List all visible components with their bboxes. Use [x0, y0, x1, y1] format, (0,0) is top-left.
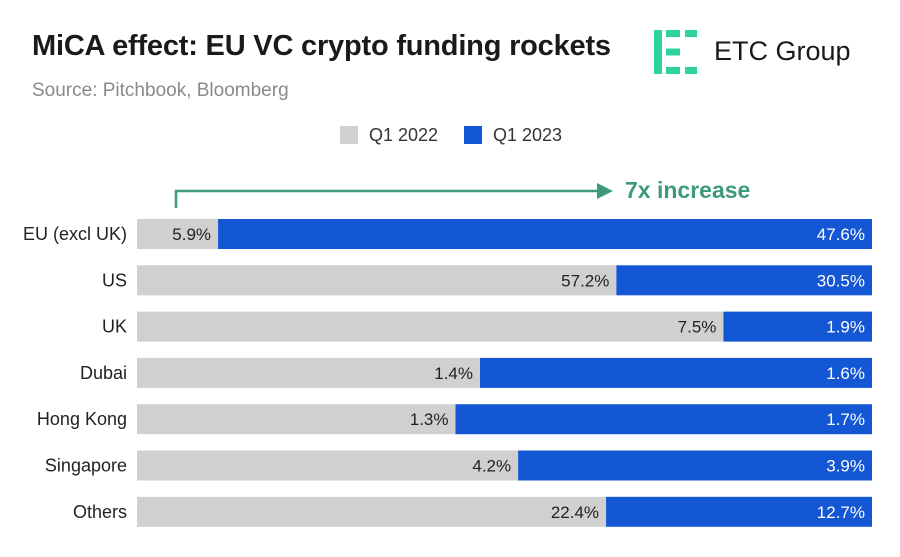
legend-swatch-q1-2022	[340, 126, 358, 144]
value-label-hong-kong-q1-2023: 1.7%	[826, 410, 865, 429]
annotation-label: 7x increase	[625, 177, 750, 203]
category-label-singapore: Singapore	[45, 456, 127, 476]
legend-label-q1-2023: Q1 2023	[493, 125, 563, 145]
legend-label-q1-2022: Q1 2022	[369, 125, 439, 145]
bar-others-q1-2022	[137, 496, 607, 527]
bar-others-q1-2023	[606, 496, 872, 527]
bar-eu-excl-uk-q1-2022	[137, 219, 219, 249]
value-label-others-q1-2022: 22.4%	[551, 503, 599, 522]
value-label-eu-excl-uk-q1-2023: 47.6%	[817, 225, 865, 244]
bar-uk-q1-2022	[137, 311, 724, 342]
value-label-others-q1-2023: 12.7%	[817, 503, 865, 522]
chart-title: MiCA effect: EU VC crypto funding rocket…	[32, 30, 611, 62]
annotation-arrow-line	[174, 189, 600, 208]
value-label-us-q1-2022: 57.2%	[561, 271, 609, 290]
logo-mark-bottom	[666, 67, 680, 74]
logo-mark-right-top	[685, 30, 697, 37]
value-label-us-q1-2023: 30.5%	[817, 271, 865, 290]
bar-hong-kong-q1-2023	[455, 404, 872, 435]
etc-group-logo: ETC Group	[652, 28, 882, 76]
bar-dubai-q1-2023	[480, 357, 872, 388]
bar-dubai-q1-2022	[137, 357, 480, 388]
logo-mark-middle	[666, 48, 680, 56]
bar-uk-q1-2023	[723, 311, 872, 342]
chart-subtitle: Source: Pitchbook, Bloomberg	[32, 80, 289, 101]
category-label-others: Others	[73, 502, 127, 522]
logo-mark-right-bottom	[685, 67, 697, 74]
bar-singapore-q1-2022	[137, 450, 519, 481]
annotation-arrowhead	[597, 183, 613, 199]
category-label-us: US	[102, 270, 127, 290]
category-label-dubai: Dubai	[80, 363, 127, 383]
legend-swatch-q1-2023	[464, 126, 482, 144]
bar-us-q1-2023	[616, 265, 872, 296]
bar-singapore-q1-2023	[518, 450, 872, 481]
category-label-hong-kong: Hong Kong	[37, 409, 127, 429]
logo-text: ETC Group	[714, 36, 851, 66]
value-label-singapore-q1-2022: 4.2%	[472, 457, 511, 476]
logo-mark-top	[666, 30, 680, 37]
value-label-dubai-q1-2023: 1.6%	[826, 364, 865, 383]
bar-us-q1-2022	[137, 265, 617, 296]
bar-eu-excl-uk-q1-2023	[218, 219, 872, 249]
category-label-eu-excl-uk: EU (excl UK)	[23, 224, 127, 244]
value-label-hong-kong-q1-2022: 1.3%	[410, 410, 449, 429]
logo-mark-left-bar	[654, 30, 662, 74]
etc-group-logo-icon	[654, 30, 697, 74]
value-label-singapore-q1-2023: 3.9%	[826, 457, 865, 476]
value-label-dubai-q1-2022: 1.4%	[434, 364, 473, 383]
value-label-uk-q1-2022: 7.5%	[678, 318, 717, 337]
value-label-eu-excl-uk-q1-2022: 5.9%	[172, 225, 211, 244]
bar-hong-kong-q1-2022	[137, 404, 456, 435]
value-label-uk-q1-2023: 1.9%	[826, 318, 865, 337]
category-label-uk: UK	[102, 317, 127, 337]
